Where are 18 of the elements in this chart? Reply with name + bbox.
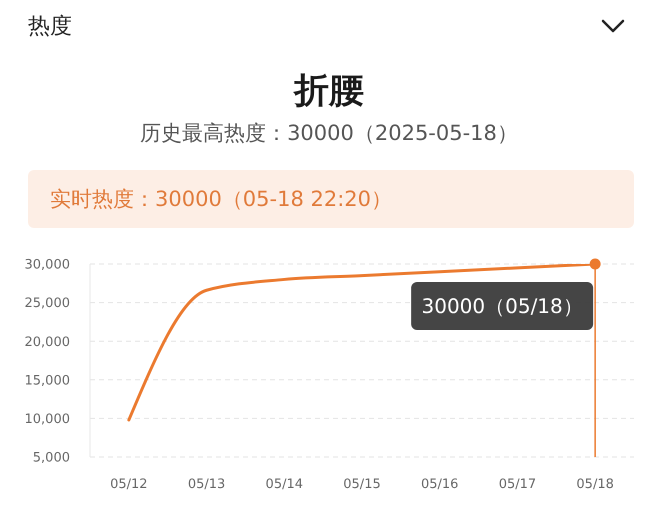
x-tick-label: 05/12 <box>110 477 148 492</box>
y-tick-label: 5,000 <box>32 450 70 466</box>
y-tick-label: 10,000 <box>24 412 70 428</box>
x-tick-label: 05/16 <box>420 477 458 492</box>
x-tick-label: 05/13 <box>188 477 226 492</box>
chart-subtitle: 历史最高热度：30000（2025-05-18） <box>139 120 519 147</box>
x-tick-label: 05/15 <box>343 477 381 492</box>
x-tick-label: 05/17 <box>498 477 536 492</box>
x-tick-label: 05/18 <box>576 477 614 492</box>
y-tick-label: 30,000 <box>24 258 70 273</box>
banner: 实时热度：30000（05-18 22:20） <box>28 170 634 228</box>
annotation: 30000（05/18） <box>422 294 583 318</box>
x-tick-label: 05/14 <box>266 477 304 492</box>
text: 热度 <box>28 13 72 41</box>
y-tick-label: 20,000 <box>24 334 70 350</box>
chart-title: 折腰 <box>292 70 365 113</box>
y-tick-label: 15,000 <box>24 373 70 388</box>
y-tick-label: 25,000 <box>24 296 70 312</box>
